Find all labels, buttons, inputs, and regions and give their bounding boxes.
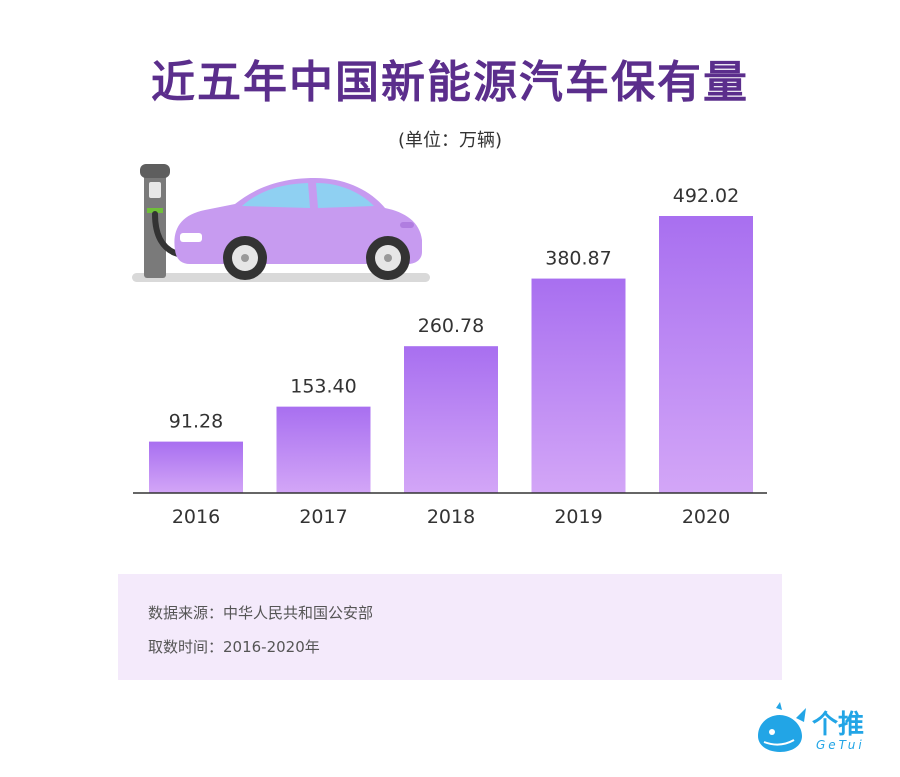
x-tick-label: 2019	[554, 506, 602, 528]
bar-chart: 91.28 2016 153.40 2017 260.78 2018 380.87 2019 4…	[133, 185, 767, 528]
source-text: 数据来源：中华人民共和国公安部	[148, 604, 374, 622]
getui-whale-logo	[758, 702, 806, 752]
unit-label: (单位：万辆)	[397, 130, 503, 151]
bar-value-label: 380.87	[545, 248, 611, 270]
bar-value-label: 492.02	[673, 185, 739, 207]
x-tick-label: 2020	[682, 506, 730, 528]
brand-subtext: GeTui	[816, 738, 865, 752]
ev-car-illustration	[132, 164, 430, 282]
bar-value-label: 153.40	[290, 376, 356, 398]
data-period-text: 取数时间：2016-2020年	[148, 638, 320, 656]
bar-value-label: 91.28	[169, 411, 223, 433]
bar-2020	[659, 216, 753, 493]
x-tick-label: 2018	[427, 506, 475, 528]
bar-2017	[276, 406, 371, 493]
source-panel: 数据来源：中华人民共和国公安部 取数时间：2016-2020年	[118, 574, 782, 680]
brand-name: 个推	[812, 710, 865, 740]
car-icon	[174, 178, 422, 280]
bar-2019	[531, 278, 626, 493]
x-tick-label: 2016	[172, 506, 220, 528]
page-title: 近五年中国新能源汽车保有量	[151, 57, 749, 108]
brand-logo: 个推 GeTui	[752, 700, 882, 760]
x-tick-label: 2017	[299, 506, 347, 528]
bar-2018	[404, 346, 498, 493]
bar-value-label: 260.78	[418, 315, 484, 337]
bar-2016	[149, 441, 243, 493]
